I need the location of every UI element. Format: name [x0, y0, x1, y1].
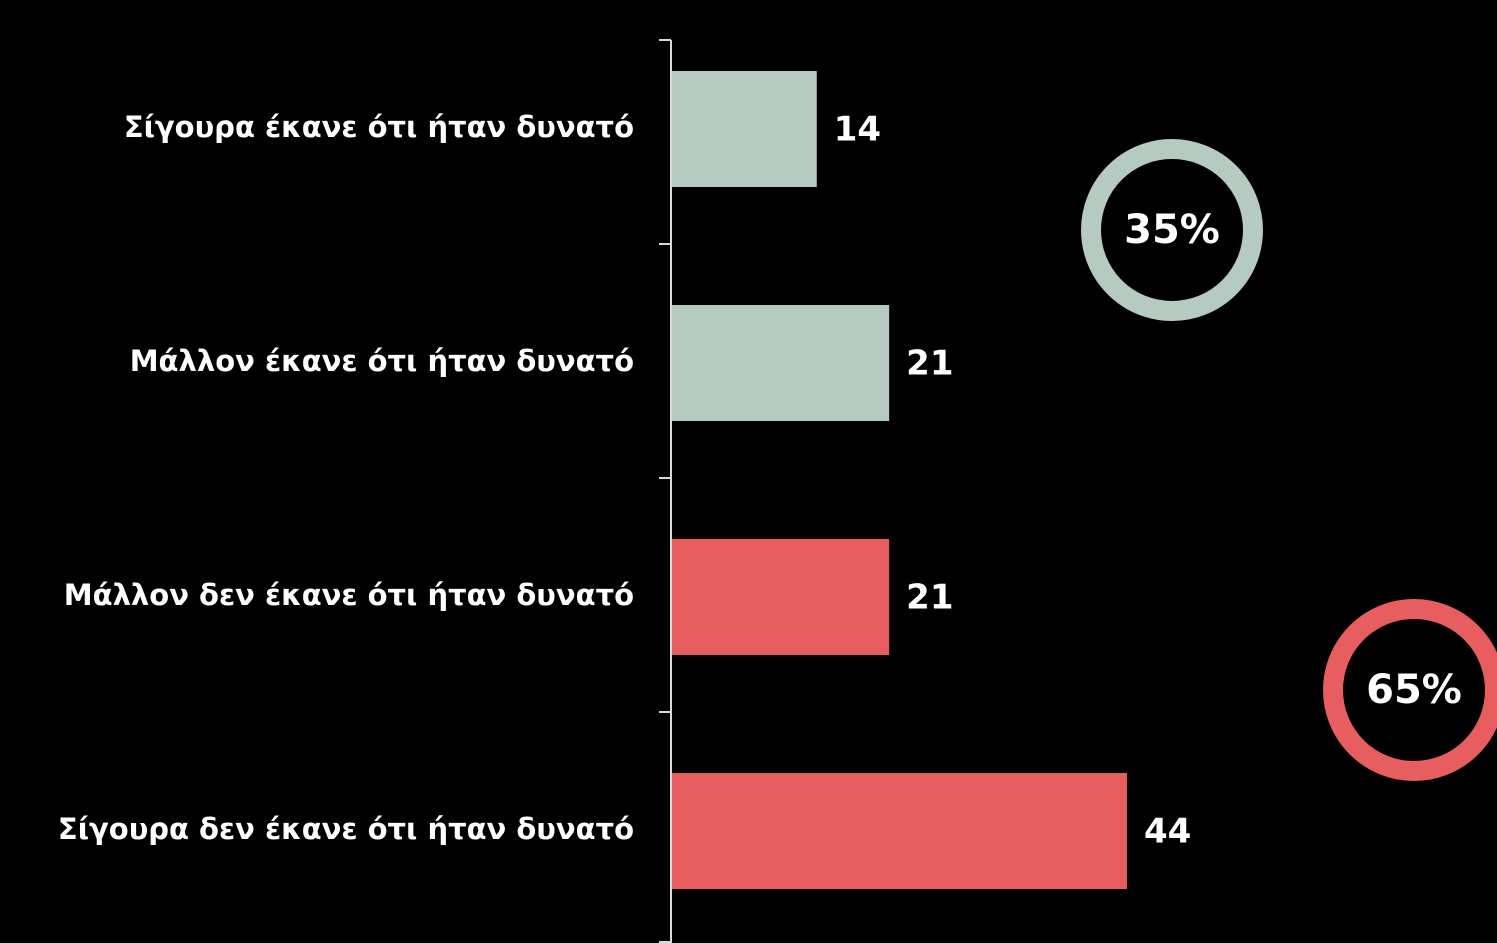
- group-label: 35%: [1124, 207, 1220, 253]
- bar: [672, 773, 1127, 889]
- group-ring: [1323, 599, 1497, 781]
- category-label: Μάλλον δεν έκανε ότι ήταν δυνατό: [64, 578, 634, 612]
- value-label: 21: [906, 344, 953, 384]
- category-label: Σίγουρα δεν έκανε ότι ήταν δυνατό: [58, 812, 634, 846]
- value-label: 21: [906, 578, 953, 618]
- bar: [672, 305, 890, 421]
- bar: [672, 539, 890, 655]
- category-label: Σίγουρα έκανε ότι ήταν δυνατό: [124, 110, 634, 144]
- group-label: 65%: [1366, 667, 1462, 713]
- value-label: 44: [1144, 812, 1191, 852]
- category-label: Μάλλον έκανε ότι ήταν δυνατό: [130, 344, 634, 378]
- bar: [672, 71, 817, 187]
- group-ring: [1081, 139, 1263, 321]
- value-label: 14: [834, 110, 881, 150]
